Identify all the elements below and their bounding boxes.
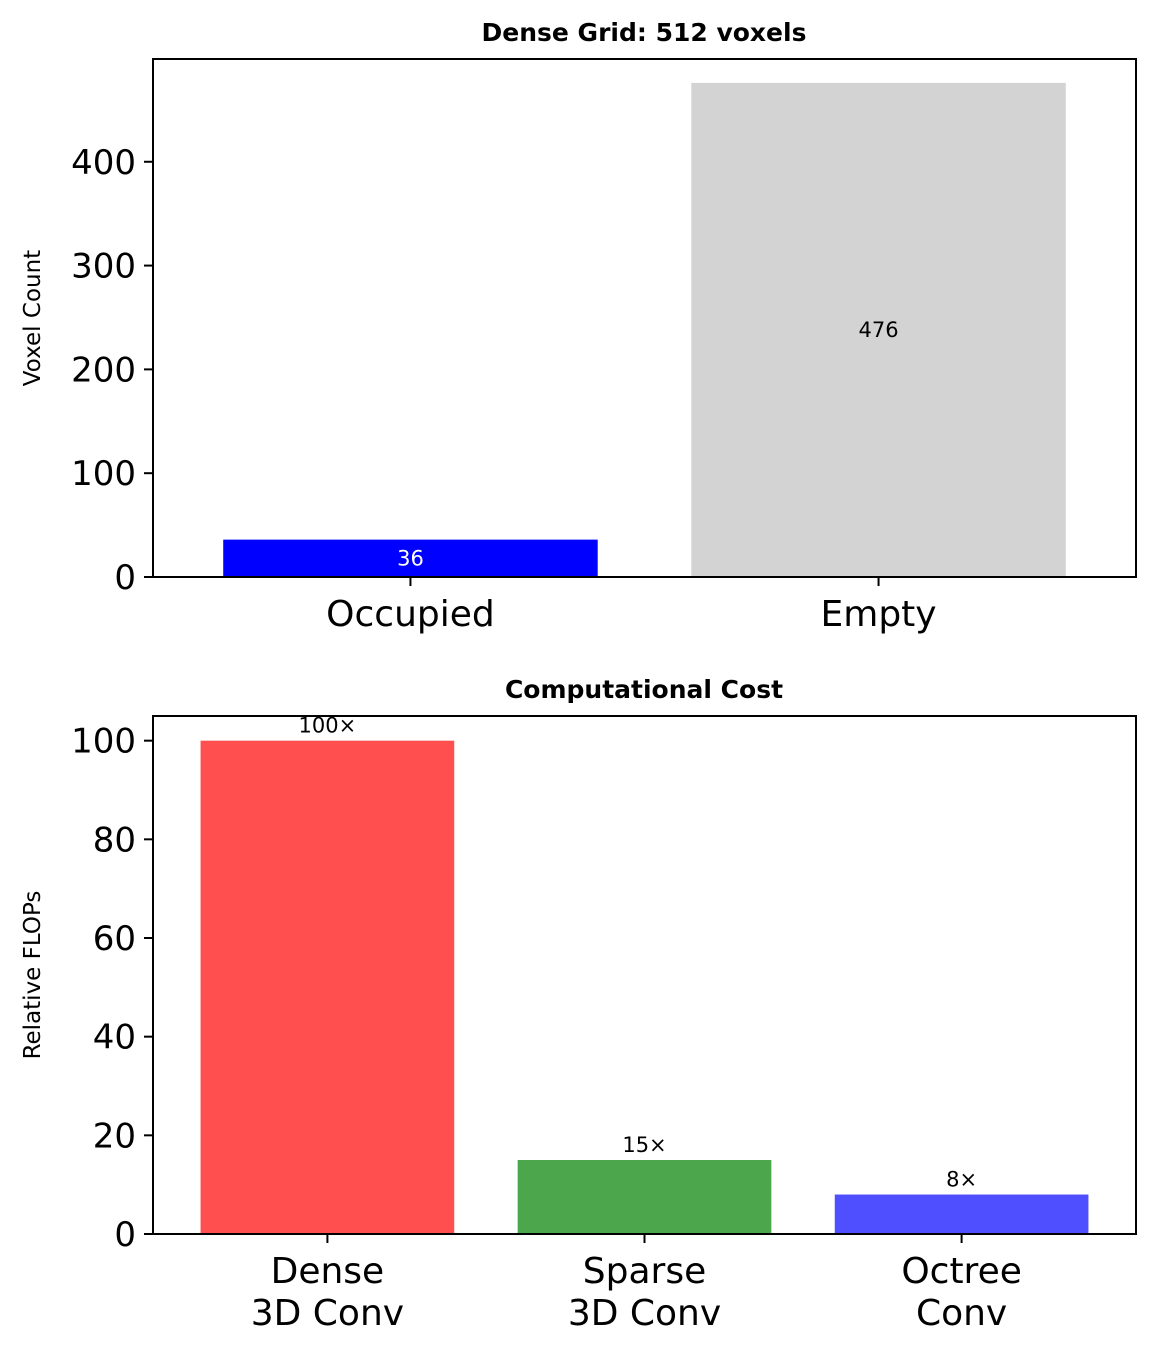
data-label: 100× xyxy=(299,714,357,738)
bar xyxy=(223,539,598,577)
data-label: 36 xyxy=(397,546,424,570)
y-tick-label: 0 xyxy=(114,1215,136,1255)
computational-cost-chart: Computational Cost Relative FLOPs 100× 15… xyxy=(20,675,1137,1334)
plot-area: 36 476 0 100 200 300 400 Occupied Empty xyxy=(71,82,1066,635)
data-label: 15× xyxy=(622,1133,666,1157)
plot-area: 100× 15× 8× 0 20 40 60 80 100 Dense 3D Conv Sparse 3… xyxy=(71,714,1089,1334)
y-tick-label: 100 xyxy=(71,722,136,762)
bar xyxy=(200,740,455,1234)
x-tick-label: Occupied xyxy=(326,594,495,635)
data-label: 8× xyxy=(946,1168,977,1192)
x-tick-label: Sparse 3D Conv xyxy=(568,1251,721,1334)
y-tick-label: 20 xyxy=(93,1116,136,1156)
chart-title: Computational Cost xyxy=(505,675,783,704)
y-tick-label: 300 xyxy=(71,247,136,287)
y-tick-label: 400 xyxy=(71,143,136,183)
y-axis-label: Voxel Count xyxy=(20,250,46,386)
bar xyxy=(517,1160,772,1234)
y-tick-label: 60 xyxy=(93,919,136,959)
bar xyxy=(834,1194,1089,1234)
axes-frame xyxy=(152,715,1137,1235)
y-tick-label: 100 xyxy=(71,454,136,494)
dense-grid-chart: Dense Grid: 512 voxels Voxel Count 36 476… xyxy=(20,18,1137,635)
axes-frame xyxy=(152,58,1137,578)
bar xyxy=(691,82,1066,577)
x-tick-label: Empty xyxy=(821,594,937,635)
chart-title: Dense Grid: 512 voxels xyxy=(482,18,807,47)
data-label: 476 xyxy=(859,318,899,342)
y-axis-label: Relative FLOPs xyxy=(20,891,46,1060)
x-tick-label: Octree Conv xyxy=(901,1251,1022,1334)
x-tick-label: Dense 3D Conv xyxy=(251,1251,404,1334)
y-tick-label: 40 xyxy=(93,1018,136,1058)
y-tick-label: 200 xyxy=(71,350,136,390)
y-tick-label: 0 xyxy=(114,558,136,598)
y-tick-label: 80 xyxy=(93,820,136,860)
